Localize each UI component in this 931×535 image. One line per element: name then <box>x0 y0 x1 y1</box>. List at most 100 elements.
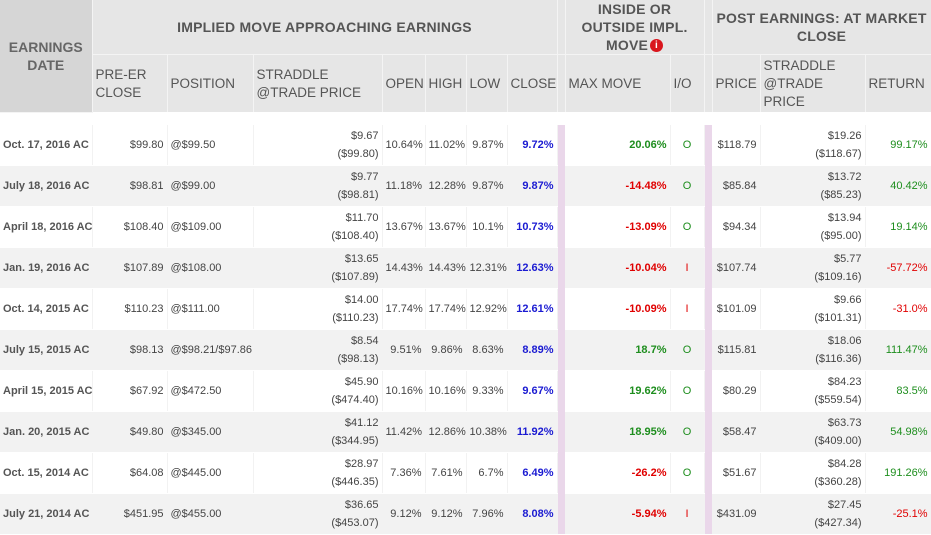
header-post-straddle-trade-price: STRADDLE @TRADE PRICE <box>760 54 866 112</box>
max-move-cell: 18.95% <box>565 411 671 453</box>
return-cell: 83.5% <box>865 370 931 412</box>
position-cell: @$99.50 <box>167 124 254 166</box>
open-cell: 9.12% <box>382 493 426 535</box>
io-cell: O <box>670 206 705 248</box>
close-cell: 10.73% <box>507 206 558 248</box>
close-cell: 9.72% <box>507 124 558 166</box>
position-cell: @$345.00 <box>167 411 254 453</box>
straddle-underlying: ($453.07) <box>331 516 379 529</box>
post-straddle-cell: $84.28 ($360.28) <box>760 452 866 494</box>
row-separator <box>704 329 713 370</box>
straddle-price: $28.97 <box>344 457 379 470</box>
header-implied-move-group: IMPLIED MOVE APPROACHING EARNINGS <box>92 0 558 55</box>
earnings-date-cell: Jan. 20, 2015 AC <box>0 411 93 453</box>
io-cell: O <box>670 452 705 494</box>
post-straddle-price: $9.66 <box>833 293 862 306</box>
straddle-underlying: ($98.13) <box>337 352 379 365</box>
post-straddle-price: $19.26 <box>827 129 862 142</box>
io-cell: O <box>670 124 705 166</box>
earnings-date-cell: April 15, 2015 AC <box>0 370 93 412</box>
close-cell: 12.63% <box>507 247 558 289</box>
max-move-cell: -10.09% <box>565 288 671 330</box>
straddle-underlying: ($110.23) <box>332 311 379 324</box>
high-cell: 10.16% <box>425 370 467 412</box>
low-cell: 12.31% <box>466 247 508 289</box>
straddle-price: $45.90 <box>344 375 379 388</box>
straddle-cell: $13.65 ($107.89) <box>253 247 383 289</box>
open-cell: 14.43% <box>382 247 426 289</box>
header-separator <box>704 54 713 112</box>
header-post-earnings-group: POST EARNINGS: AT MARKET CLOSE <box>712 0 931 55</box>
max-move-cell: -26.2% <box>565 452 671 494</box>
open-cell: 11.42% <box>382 411 426 453</box>
return-cell: 54.98% <box>865 411 931 453</box>
header-open: OPEN <box>382 54 426 112</box>
pre-er-close-cell: $98.81 <box>92 165 168 207</box>
high-cell: 9.86% <box>425 329 467 371</box>
high-cell: 14.43% <box>425 247 467 289</box>
price-cell: $94.34 <box>712 206 761 248</box>
open-cell: 13.67% <box>382 206 426 248</box>
post-straddle-cell: $5.77 ($109.16) <box>760 247 866 289</box>
post-straddle-underlying: ($101.31) <box>814 311 862 324</box>
post-straddle-cell: $18.06 ($116.36) <box>760 329 866 371</box>
position-cell: @$98.21/$97.86 <box>167 329 254 371</box>
open-cell: 9.51% <box>382 329 426 371</box>
straddle-price: $36.65 <box>344 498 379 511</box>
post-straddle-underlying: ($109.16) <box>814 270 862 283</box>
header-straddle-trade-price: STRADDLE @TRADE PRICE <box>253 54 383 112</box>
straddle-cell: $41.12 ($344.95) <box>253 411 383 453</box>
max-move-cell: 20.06% <box>565 124 671 166</box>
position-cell: @$108.00 <box>167 247 254 289</box>
straddle-cell: $36.65 ($453.07) <box>253 493 383 535</box>
earnings-date-cell: Oct. 14, 2015 AC <box>0 288 93 330</box>
header-separator <box>557 0 566 55</box>
position-cell: @$99.00 <box>167 165 254 207</box>
post-straddle-underlying: ($559.54) <box>814 393 862 406</box>
header-earnings-date: EARNINGS DATE <box>0 0 93 113</box>
post-straddle-cell: $27.45 ($427.34) <box>760 493 866 535</box>
close-cell: 6.49% <box>507 452 558 494</box>
header-gap <box>0 112 931 125</box>
pre-er-close-cell: $98.13 <box>92 329 168 371</box>
position-cell: @$445.00 <box>167 452 254 494</box>
table-row: Jan. 19, 2016 AC $107.89 @$108.00 $13.65… <box>0 247 931 289</box>
row-separator <box>704 288 713 329</box>
open-cell: 11.18% <box>382 165 426 207</box>
header-io: I/O <box>670 54 705 112</box>
row-separator <box>557 124 566 165</box>
straddle-cell: $9.77 ($98.81) <box>253 165 383 207</box>
earnings-date-cell: Oct. 17, 2016 AC <box>0 124 93 166</box>
straddle-price: $41.12 <box>344 416 379 429</box>
io-cell: I <box>670 288 705 330</box>
high-cell: 9.12% <box>425 493 467 535</box>
earnings-date-cell: July 15, 2015 AC <box>0 329 93 371</box>
row-separator <box>704 247 713 288</box>
post-straddle-price: $84.28 <box>827 457 862 470</box>
low-cell: 12.92% <box>466 288 508 330</box>
post-straddle-price: $27.45 <box>827 498 862 511</box>
straddle-underlying: ($446.35) <box>331 475 379 488</box>
straddle-cell: $28.97 ($446.35) <box>253 452 383 494</box>
header-pre-er-close: PRE-ER CLOSE <box>92 54 168 112</box>
high-cell: 13.67% <box>425 206 467 248</box>
info-icon[interactable]: i <box>650 39 664 52</box>
straddle-price: $14.00 <box>344 293 379 306</box>
close-cell: 8.89% <box>507 329 558 371</box>
price-cell: $118.79 <box>712 124 761 166</box>
max-move-cell: -10.04% <box>565 247 671 289</box>
post-straddle-price: $13.94 <box>827 211 862 224</box>
io-cell: O <box>670 411 705 453</box>
open-cell: 7.36% <box>382 452 426 494</box>
high-cell: 7.61% <box>425 452 467 494</box>
low-cell: 9.87% <box>466 124 508 166</box>
row-separator <box>704 452 713 493</box>
post-straddle-cell: $9.66 ($101.31) <box>760 288 866 330</box>
post-straddle-underlying: ($85.23) <box>820 188 862 201</box>
table-row: Oct. 14, 2015 AC $110.23 @$111.00 $14.00… <box>0 288 931 330</box>
row-separator <box>557 493 566 534</box>
high-cell: 12.86% <box>425 411 467 453</box>
max-move-cell: 18.7% <box>565 329 671 371</box>
table-row: April 18, 2016 AC $108.40 @$109.00 $11.7… <box>0 206 931 248</box>
